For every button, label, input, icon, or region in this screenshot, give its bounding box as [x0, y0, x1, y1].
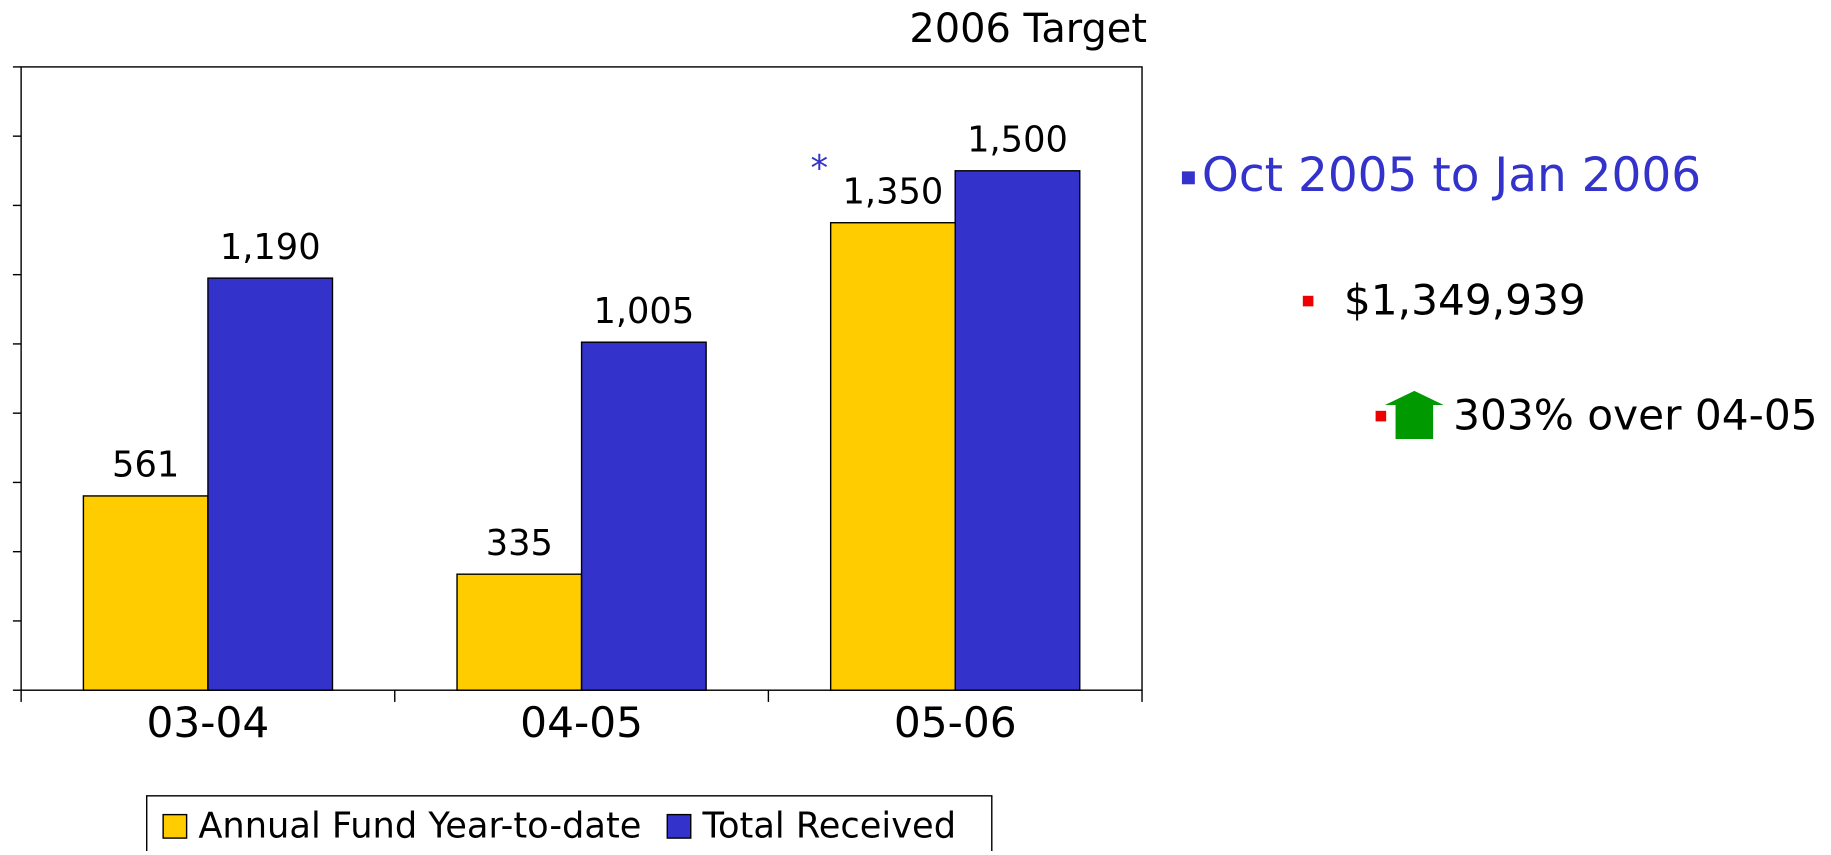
x-tick-label: 05-06 [894, 698, 1017, 747]
bullet [1181, 171, 1195, 185]
x-tick-label: 03-04 [147, 698, 270, 747]
side-note: Oct 2005 to Jan 2006 [1202, 148, 1701, 203]
bar [456, 573, 583, 691]
bar [82, 495, 209, 691]
annotation: * [810, 148, 828, 189]
side-note: $1,349,939 [1344, 275, 1586, 324]
legend-swatch [666, 813, 692, 839]
annotation: 2006 Target [909, 6, 1147, 52]
value-label: 1,500 [967, 119, 1068, 160]
bullet [1375, 410, 1387, 422]
side-note: 303% over 04-05 [1453, 390, 1818, 439]
bar [954, 170, 1081, 691]
bullet [1302, 295, 1314, 307]
legend-label: Annual Fund Year-to-date [198, 806, 641, 847]
value-label: 335 [486, 523, 553, 564]
up-arrow [1384, 390, 1444, 439]
value-label: 1,005 [593, 291, 694, 332]
value-label: 1,350 [843, 171, 944, 212]
legend-label: Total Received [701, 806, 956, 847]
bar [829, 222, 956, 691]
value-label: 561 [112, 445, 179, 486]
legend-swatch [162, 813, 188, 839]
x-tick-label: 04-05 [520, 698, 643, 747]
value-label: 1,190 [220, 227, 321, 268]
bar [580, 341, 707, 691]
bar [207, 277, 334, 691]
